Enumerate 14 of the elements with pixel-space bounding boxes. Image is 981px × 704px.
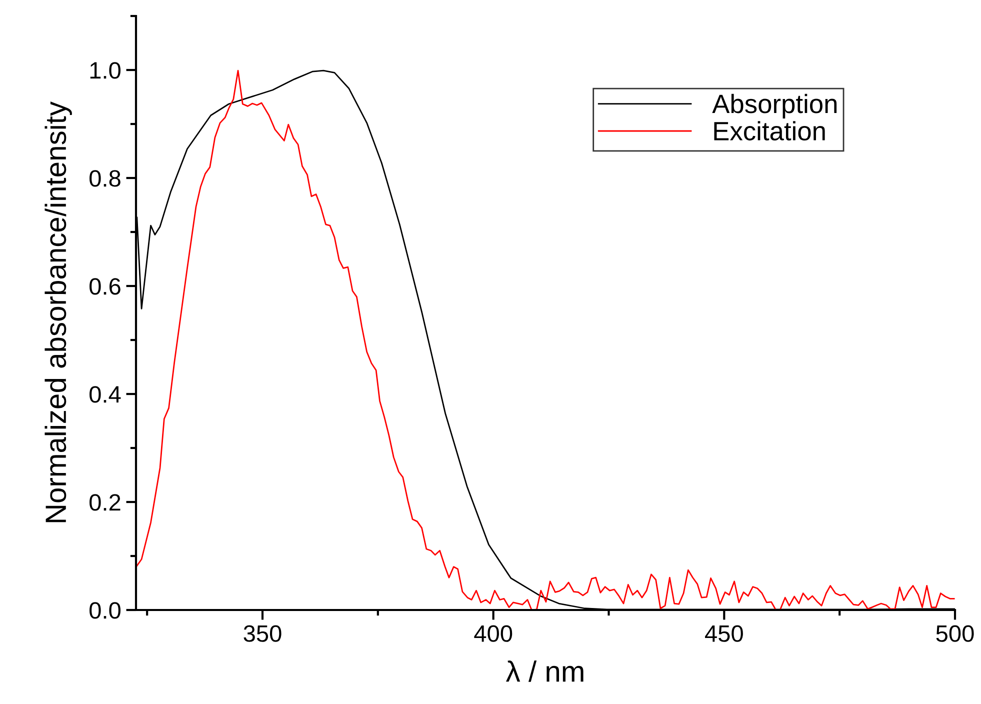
y-tick-label: 0.0	[90, 602, 120, 619]
x-tick-label: 500	[936, 625, 974, 642]
y-axis-title: Normalized absorbance/intensity	[44, 101, 72, 522]
y-tick-label: 0.6	[90, 278, 120, 295]
y-tick-label: 1.0	[90, 62, 120, 79]
x-tick-label: 450	[705, 625, 743, 642]
legend-label: Absorption	[712, 94, 837, 118]
y-tick-label: 0.2	[90, 494, 120, 511]
x-tick-label: 400	[474, 625, 512, 642]
x-tick-label: 350	[244, 625, 282, 642]
x-axis-title: λ / nm	[506, 660, 584, 682]
y-tick-label: 0.8	[90, 170, 120, 187]
y-tick-label: 0.4	[90, 386, 121, 403]
legend-label: Excitation	[714, 121, 825, 140]
